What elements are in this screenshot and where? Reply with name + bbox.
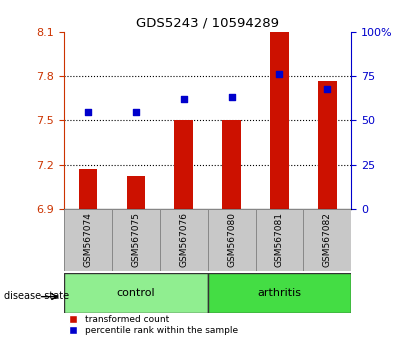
Bar [222, 120, 241, 209]
Bar [79, 169, 97, 209]
Bar [159, 209, 208, 271]
Point [276, 72, 283, 77]
Bar [208, 209, 256, 271]
Bar [127, 176, 145, 209]
Text: GSM567082: GSM567082 [323, 212, 332, 267]
Bar [112, 209, 159, 271]
Point [228, 95, 235, 100]
Bar [303, 209, 351, 271]
Bar [256, 209, 303, 271]
Text: arthritis: arthritis [257, 288, 302, 298]
Point [132, 109, 139, 114]
Point [180, 96, 187, 102]
Legend: transformed count, percentile rank within the sample: transformed count, percentile rank withi… [64, 315, 238, 335]
Bar [174, 120, 193, 209]
Text: GSM567075: GSM567075 [131, 212, 140, 267]
Text: GSM567080: GSM567080 [227, 212, 236, 267]
Bar [64, 273, 208, 313]
Text: GSM567074: GSM567074 [83, 212, 92, 267]
Point [84, 109, 91, 114]
Title: GDS5243 / 10594289: GDS5243 / 10594289 [136, 16, 279, 29]
Bar [270, 32, 289, 209]
Text: control: control [116, 288, 155, 298]
Bar [208, 273, 351, 313]
Text: GSM567081: GSM567081 [275, 212, 284, 267]
Bar [318, 81, 337, 209]
Text: disease state: disease state [4, 291, 69, 301]
Text: GSM567076: GSM567076 [179, 212, 188, 267]
Point [324, 86, 331, 91]
Bar [64, 209, 112, 271]
